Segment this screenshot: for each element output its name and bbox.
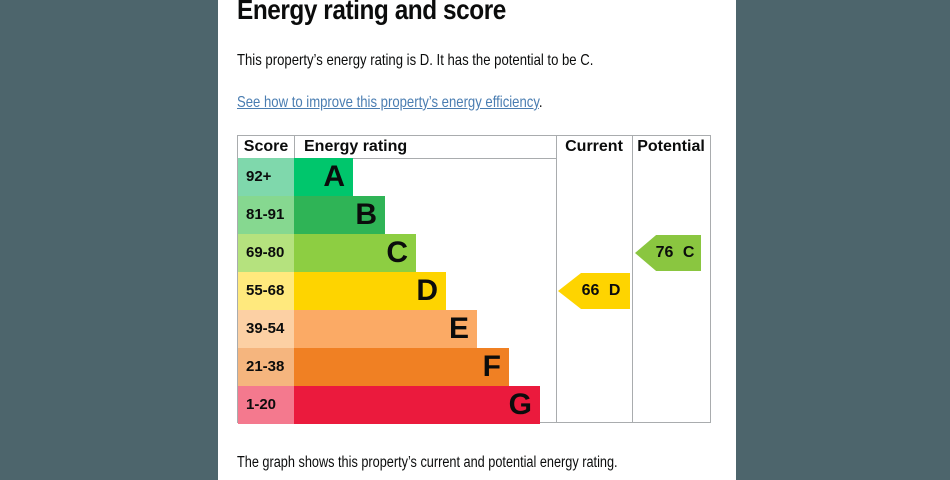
- potential-column-divider: [632, 136, 633, 422]
- improvement-link-line: See how to improve this property’s energ…: [237, 94, 543, 112]
- rating-letter: F: [482, 350, 501, 383]
- column-header-potential: Potential: [637, 138, 705, 155]
- rating-bar: A: [294, 158, 353, 196]
- score-range-cell: 81-91: [238, 196, 294, 234]
- score-range-label: 81-91: [246, 206, 285, 223]
- header-underline: [238, 158, 556, 159]
- score-column-divider: [294, 136, 295, 158]
- score-range-cell: 1-20: [238, 386, 294, 424]
- current-rating-arrow-label: 66 D: [581, 282, 621, 299]
- page-title: Energy rating and score: [237, 0, 506, 25]
- table-row: 81-91 B: [238, 196, 710, 234]
- rating-bar: E: [294, 310, 477, 348]
- potential-rating-arrow-label: 76 C: [655, 244, 695, 261]
- table-row: 55-68 D: [238, 272, 710, 310]
- rating-bar: B: [294, 196, 385, 234]
- score-range-label: 1-20: [246, 396, 277, 413]
- rating-letter: G: [508, 388, 532, 421]
- column-header-current: Current: [565, 138, 623, 155]
- rating-bar: F: [294, 348, 509, 386]
- score-range-cell: 69-80: [238, 234, 294, 272]
- score-range-label: 69-80: [246, 244, 285, 261]
- score-range-cell: 39-54: [238, 310, 294, 348]
- score-range-cell: 21-38: [238, 348, 294, 386]
- table-row: 92+ A: [238, 158, 710, 196]
- rating-bar: D: [294, 272, 446, 310]
- chart-caption: The graph shows this property’s current …: [237, 454, 618, 471]
- column-header-score: Score: [243, 138, 289, 155]
- rating-letter: B: [355, 198, 377, 231]
- score-range-cell: 92+: [238, 158, 294, 196]
- score-range-cell: 55-68: [238, 272, 294, 310]
- rating-letter: E: [448, 312, 469, 345]
- score-range-label: 39-54: [246, 320, 285, 337]
- current-column-divider: [556, 136, 557, 422]
- rating-bar: C: [294, 234, 416, 272]
- rating-letter: A: [323, 160, 345, 193]
- column-header-energy-rating: Energy rating: [304, 138, 408, 155]
- table-row: 39-54 E: [238, 310, 710, 348]
- rating-letter: C: [386, 236, 408, 269]
- rating-letter: D: [416, 274, 438, 307]
- table-row: 1-20 G: [238, 386, 710, 424]
- table-row: 21-38 F: [238, 348, 710, 386]
- intro-text: This property’s energy rating is D. It h…: [237, 52, 594, 69]
- score-range-label: 21-38: [246, 358, 285, 375]
- score-range-label: 92+: [246, 168, 272, 185]
- content-panel: Energy rating and score This property’s …: [218, 0, 736, 480]
- link-suffix: .: [538, 94, 543, 111]
- table-row: 69-80 C: [238, 234, 710, 272]
- energy-rating-chart: Score Energy rating Current Potential 92…: [237, 135, 711, 424]
- improvement-link[interactable]: See how to improve this property’s energ…: [237, 94, 539, 111]
- rating-bar: G: [294, 386, 540, 424]
- score-range-label: 55-68: [246, 282, 285, 299]
